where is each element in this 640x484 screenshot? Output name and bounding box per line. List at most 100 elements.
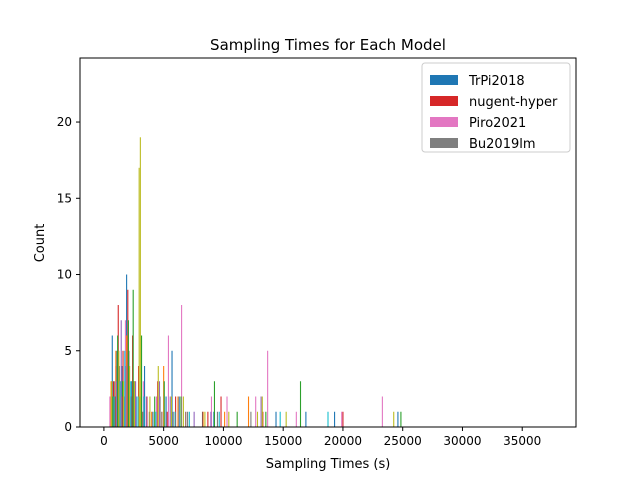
- bar-nugent-hyper-13: [342, 411, 344, 427]
- bar-series-4-10: [224, 411, 226, 427]
- bar-series-4-8: [177, 396, 179, 427]
- bar-piro2021-7: [155, 396, 158, 427]
- y-tick-label-3: 15: [57, 191, 72, 205]
- bar-bu2019lm-6: [148, 411, 150, 427]
- bar-series-8-1: [119, 381, 121, 427]
- bar-piro2021-2: [120, 381, 122, 427]
- bar-series-4-7: [163, 366, 165, 427]
- legend-label-nugent-hyper: nugent-hyper: [469, 95, 558, 110]
- bar-series-4-5: [139, 396, 141, 427]
- bar-series-7-15: [285, 411, 287, 427]
- x-tick-label-4: 20000: [324, 434, 362, 448]
- bar-series-7-4: [133, 381, 135, 427]
- legend-label-piro2021: Piro2021: [469, 116, 526, 131]
- bar-series-4-6: [151, 411, 153, 427]
- bar-bu2019lm-2: [123, 396, 125, 427]
- bar-piro2021-3: [124, 320, 126, 427]
- bar-nugent-hyper-6: [146, 396, 148, 427]
- axes-layer: 0 5000 10000 15000 20000 25000 30000 35000 0 5 10 1…: [57, 57, 577, 448]
- bar-series-8-9: [218, 411, 220, 427]
- bar-series-7-12: [228, 411, 230, 427]
- legend-label-bu2019lm: Bu2019lm: [469, 137, 536, 152]
- bar-series-7-10: [182, 396, 184, 427]
- bar-series-5-10: [236, 411, 238, 427]
- bar-series-8-6: [155, 411, 157, 427]
- bar-trpi2018-6: [143, 366, 146, 427]
- y-tick-label-1: 5: [64, 344, 72, 358]
- legend-swatch-bu2019lm: [430, 138, 458, 148]
- bar-bu2019lm-0: [114, 381, 116, 427]
- bar-series-4-4: [134, 381, 136, 427]
- x-tick-label-5: 25000: [384, 434, 422, 448]
- bar-bu2019lm-9: [187, 411, 189, 427]
- bar-series-4-0: [110, 381, 112, 427]
- bar-nugent-hyper-0: [112, 381, 115, 427]
- chart-title: Sampling Times for Each Model: [210, 36, 446, 54]
- x-tick-label-0: 0: [100, 434, 108, 448]
- bar-series-7-13: [256, 411, 259, 427]
- x-tick-label-3: 15000: [264, 434, 302, 448]
- bar-series-8-2: [124, 350, 126, 427]
- bar-nugent-hyper-11: [220, 396, 222, 427]
- x-tick-label-2: 10000: [204, 434, 242, 448]
- x-axis-label: Sampling Times (s): [266, 457, 391, 472]
- bar-trpi2018-12: [275, 411, 277, 427]
- bar-series-9-5: [185, 411, 187, 427]
- bar-series-7-9: [170, 396, 172, 427]
- bar-bu2019lm-7: [159, 396, 161, 427]
- bar-series-9-2: [131, 396, 133, 427]
- bar-series-5-3: [127, 320, 129, 427]
- bar-nugent-hyper-1: [117, 305, 119, 427]
- bar-piro2021-0: [109, 396, 111, 427]
- bar-series-4-9: [202, 411, 204, 427]
- bar-series-9-3: [142, 411, 144, 427]
- bar-series-8-5: [143, 396, 145, 427]
- bar-series-9-0: [114, 396, 116, 427]
- x-tick-label-6: 30000: [443, 434, 481, 448]
- bar-series-5-11: [265, 411, 267, 427]
- bar-trpi2018-9: [171, 350, 173, 427]
- bar-series-7-3: [129, 366, 131, 427]
- bar-nugent-hyper-3: [127, 289, 129, 427]
- bar-trpi2018-13: [305, 411, 307, 427]
- bar-series-8-8: [188, 411, 190, 427]
- bar-series-5-12: [299, 381, 302, 427]
- bar-series-6-1: [120, 320, 122, 427]
- bar-series-7-11: [204, 411, 206, 427]
- bar-trpi2018-14: [334, 411, 336, 427]
- y-tick-label-2: 10: [57, 268, 72, 282]
- y-tick-label-4: 20: [57, 115, 72, 129]
- bar-bu2019lm-11: [250, 411, 252, 427]
- bar-trpi2018-7: [152, 411, 154, 427]
- bar-nugent-hyper-9: [175, 396, 177, 427]
- bar-nugent-hyper-2: [122, 350, 124, 427]
- bar-series-4-1: [115, 350, 117, 427]
- bar-trpi2018-1: [116, 350, 118, 427]
- bar-nugent-hyper-10: [207, 411, 209, 427]
- bar-nugent-hyper-12: [262, 411, 264, 427]
- bar-trpi2018-10: [178, 396, 180, 427]
- legend-swatch-trpi2018: [430, 75, 458, 85]
- y-tick-label-0: 0: [64, 420, 72, 434]
- bar-series-7-2: [123, 381, 125, 427]
- bar-piro2021-9: [181, 305, 183, 427]
- bar-piro2021-4: [129, 396, 131, 427]
- legend: TrPi2018 nugent-hyper Piro2021 Bu2019lm: [421, 62, 571, 153]
- bar-series-8-3: [130, 381, 132, 427]
- bar-trpi2018-0: [111, 335, 113, 427]
- bar-series-4-3: [126, 335, 128, 427]
- bar-series-8-10: [279, 411, 281, 427]
- bar-series-6-9: [260, 396, 262, 427]
- legend-swatch-nugent-hyper: [430, 96, 458, 106]
- bar-series-5-7: [163, 381, 165, 427]
- bar-series-6-6: [169, 396, 171, 427]
- bar-trpi2018-5: [135, 396, 137, 427]
- legend-label-trpi2018: TrPi2018: [468, 74, 525, 89]
- bar-series-4-2: [121, 396, 123, 427]
- bar-piro2021-15: [341, 411, 343, 427]
- legend-box: [421, 62, 571, 153]
- bar-series-5-9: [213, 381, 216, 427]
- bar-series-5-5: [141, 335, 143, 427]
- bar-piro2021-8: [167, 335, 169, 427]
